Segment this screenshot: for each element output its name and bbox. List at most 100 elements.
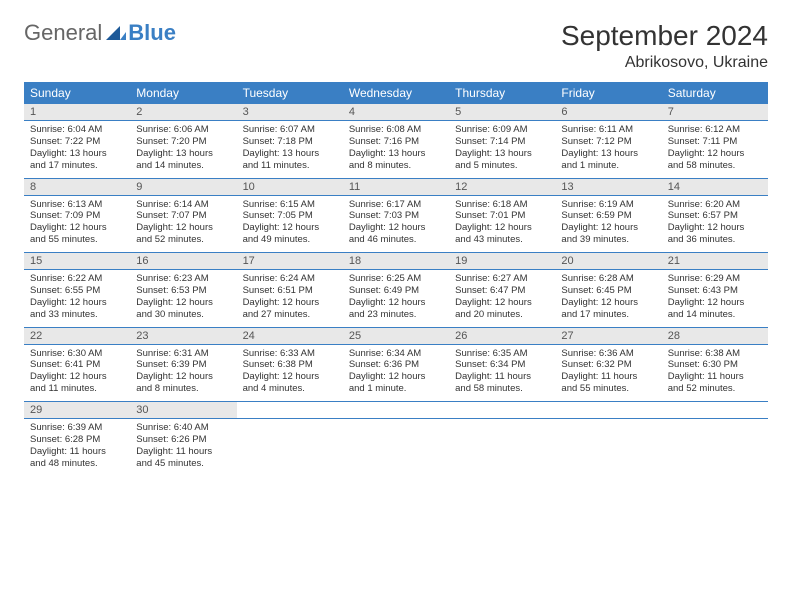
daylight-text: Daylight: 12 hours and 8 minutes. [136,371,230,395]
sunrise-text: Sunrise: 6:04 AM [30,124,124,136]
day-cell: Sunrise: 6:11 AMSunset: 7:12 PMDaylight:… [555,121,661,178]
day-cell: Sunrise: 6:17 AMSunset: 7:03 PMDaylight:… [343,196,449,253]
day-number: 8 [24,179,130,195]
sunset-text: Sunset: 7:12 PM [561,136,655,148]
sunset-text: Sunset: 7:01 PM [455,210,549,222]
day-cell: Sunrise: 6:30 AMSunset: 6:41 PMDaylight:… [24,345,130,402]
day-cell: Sunrise: 6:39 AMSunset: 6:28 PMDaylight:… [24,419,130,476]
daynum-row: 1234567 [24,104,768,121]
sunset-text: Sunset: 6:26 PM [136,434,230,446]
day-number: 21 [662,253,768,269]
day-cell: Sunrise: 6:04 AMSunset: 7:22 PMDaylight:… [24,121,130,178]
day-cell: Sunrise: 6:13 AMSunset: 7:09 PMDaylight:… [24,196,130,253]
sunset-text: Sunset: 6:39 PM [136,359,230,371]
day-number: 3 [237,104,343,120]
weekday-label: Friday [555,82,661,104]
day-number [237,402,343,418]
sunset-text: Sunset: 7:03 PM [349,210,443,222]
sunrise-text: Sunrise: 6:24 AM [243,273,337,285]
day-cell: Sunrise: 6:08 AMSunset: 7:16 PMDaylight:… [343,121,449,178]
day-number: 17 [237,253,343,269]
sunrise-text: Sunrise: 6:20 AM [668,199,762,211]
day-number: 15 [24,253,130,269]
sunset-text: Sunset: 7:14 PM [455,136,549,148]
sunset-text: Sunset: 6:45 PM [561,285,655,297]
day-cell: Sunrise: 6:38 AMSunset: 6:30 PMDaylight:… [662,345,768,402]
month-title: September 2024 [561,20,768,52]
daylight-text: Daylight: 12 hours and 55 minutes. [30,222,124,246]
sunset-text: Sunset: 6:43 PM [668,285,762,297]
logo: General Blue [24,20,176,46]
sunset-text: Sunset: 6:32 PM [561,359,655,371]
daylight-text: Daylight: 12 hours and 43 minutes. [455,222,549,246]
calendar-body: 1234567Sunrise: 6:04 AMSunset: 7:22 PMDa… [24,104,768,476]
sunrise-text: Sunrise: 6:22 AM [30,273,124,285]
sunrise-text: Sunrise: 6:17 AM [349,199,443,211]
day-number [555,402,661,418]
sunset-text: Sunset: 7:07 PM [136,210,230,222]
day-content-row: Sunrise: 6:39 AMSunset: 6:28 PMDaylight:… [24,419,768,476]
sunrise-text: Sunrise: 6:31 AM [136,348,230,360]
day-cell: Sunrise: 6:23 AMSunset: 6:53 PMDaylight:… [130,270,236,327]
sunrise-text: Sunrise: 6:27 AM [455,273,549,285]
sunset-text: Sunset: 6:47 PM [455,285,549,297]
sunset-text: Sunset: 6:51 PM [243,285,337,297]
day-cell: Sunrise: 6:31 AMSunset: 6:39 PMDaylight:… [130,345,236,402]
daylight-text: Daylight: 11 hours and 52 minutes. [668,371,762,395]
day-cell: Sunrise: 6:40 AMSunset: 6:26 PMDaylight:… [130,419,236,476]
daynum-row: 891011121314 [24,179,768,196]
sunrise-text: Sunrise: 6:36 AM [561,348,655,360]
day-content-row: Sunrise: 6:04 AMSunset: 7:22 PMDaylight:… [24,121,768,179]
day-cell [449,419,555,476]
day-number: 24 [237,328,343,344]
day-cell: Sunrise: 6:20 AMSunset: 6:57 PMDaylight:… [662,196,768,253]
day-cell: Sunrise: 6:33 AMSunset: 6:38 PMDaylight:… [237,345,343,402]
sunset-text: Sunset: 7:11 PM [668,136,762,148]
sunrise-text: Sunrise: 6:28 AM [561,273,655,285]
day-number: 16 [130,253,236,269]
day-cell: Sunrise: 6:24 AMSunset: 6:51 PMDaylight:… [237,270,343,327]
daylight-text: Daylight: 11 hours and 55 minutes. [561,371,655,395]
sunset-text: Sunset: 7:05 PM [243,210,337,222]
sunset-text: Sunset: 6:49 PM [349,285,443,297]
day-cell: Sunrise: 6:27 AMSunset: 6:47 PMDaylight:… [449,270,555,327]
day-number [449,402,555,418]
sunrise-text: Sunrise: 6:40 AM [136,422,230,434]
day-cell: Sunrise: 6:15 AMSunset: 7:05 PMDaylight:… [237,196,343,253]
sunrise-text: Sunrise: 6:35 AM [455,348,549,360]
day-number: 27 [555,328,661,344]
daylight-text: Daylight: 13 hours and 1 minute. [561,148,655,172]
daylight-text: Daylight: 12 hours and 52 minutes. [136,222,230,246]
day-number: 2 [130,104,236,120]
day-cell: Sunrise: 6:09 AMSunset: 7:14 PMDaylight:… [449,121,555,178]
daylight-text: Daylight: 12 hours and 30 minutes. [136,297,230,321]
day-cell: Sunrise: 6:25 AMSunset: 6:49 PMDaylight:… [343,270,449,327]
header: General Blue September 2024 Abrikosovo, … [24,20,768,72]
sunset-text: Sunset: 6:55 PM [30,285,124,297]
daylight-text: Daylight: 12 hours and 14 minutes. [668,297,762,321]
sunrise-text: Sunrise: 6:38 AM [668,348,762,360]
daylight-text: Daylight: 13 hours and 8 minutes. [349,148,443,172]
day-number: 18 [343,253,449,269]
day-cell: Sunrise: 6:18 AMSunset: 7:01 PMDaylight:… [449,196,555,253]
sunset-text: Sunset: 6:34 PM [455,359,549,371]
daylight-text: Daylight: 11 hours and 45 minutes. [136,446,230,470]
day-cell [343,419,449,476]
day-cell [555,419,661,476]
day-cell [237,419,343,476]
day-number: 26 [449,328,555,344]
daylight-text: Daylight: 12 hours and 11 minutes. [30,371,124,395]
sunrise-text: Sunrise: 6:30 AM [30,348,124,360]
sunset-text: Sunset: 6:28 PM [30,434,124,446]
day-cell: Sunrise: 6:06 AMSunset: 7:20 PMDaylight:… [130,121,236,178]
weekday-label: Tuesday [237,82,343,104]
sunrise-text: Sunrise: 6:25 AM [349,273,443,285]
sunrise-text: Sunrise: 6:34 AM [349,348,443,360]
day-number: 10 [237,179,343,195]
sunset-text: Sunset: 7:18 PM [243,136,337,148]
day-number: 19 [449,253,555,269]
title-block: September 2024 Abrikosovo, Ukraine [561,20,768,72]
weekday-label: Thursday [449,82,555,104]
day-cell: Sunrise: 6:22 AMSunset: 6:55 PMDaylight:… [24,270,130,327]
sunset-text: Sunset: 7:16 PM [349,136,443,148]
